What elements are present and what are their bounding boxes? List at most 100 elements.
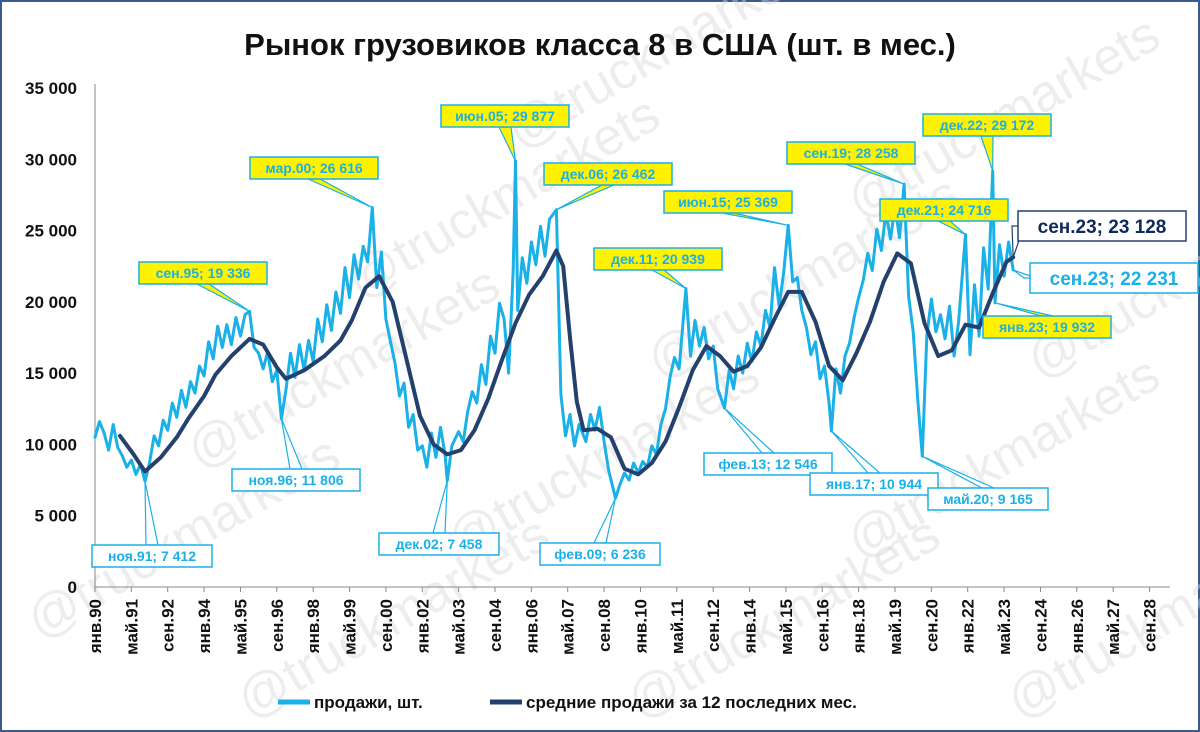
callout-box (231, 468, 361, 492)
x-tick-label: янв.90 (86, 599, 105, 654)
callout-label: июн.05; 29 877 (455, 108, 555, 124)
callout-label: июн.15; 25 369 (678, 194, 778, 210)
callout-white: фев.09; 6 236 (539, 497, 661, 566)
x-tick-label: май.19 (886, 599, 905, 655)
x-tick-label: май.15 (777, 599, 796, 655)
x-tick-label: янв.10 (631, 599, 650, 654)
y-tick-label: 0 (68, 578, 77, 597)
y-axis: 0 5 000 10 000 15 000 20 000 25 000 30 000 35 0… (25, 79, 96, 597)
x-tick-label: янв.22 (959, 599, 978, 654)
legend: продажи, шт. средние продажи за 12 после… (278, 693, 857, 712)
callout-label: дек.22; 29 172 (940, 117, 1035, 133)
callout-box (927, 487, 1049, 511)
callout-label: янв.17; 10 944 (826, 476, 922, 492)
x-tick-label: янв.18 (850, 599, 869, 654)
callout-box (138, 261, 268, 285)
y-tick-label: 20 000 (25, 293, 77, 312)
callout-pointer (651, 269, 687, 290)
callout-box (809, 472, 939, 496)
callout-box (249, 156, 379, 180)
x-tick-label: сен.12 (704, 599, 723, 652)
chart-title: Рынок грузовиков класса 8 в США (шт. в м… (244, 27, 956, 62)
callout-box (786, 141, 916, 165)
avg-series-line (118, 248, 1016, 477)
x-axis: янв.90 май.91 сен.92 янв.94 май.95 сен.96 янв.… (86, 586, 1170, 655)
callout-pointer (724, 407, 776, 454)
callout-box (543, 162, 673, 186)
watermark-text: @truckmarkets (837, 345, 1169, 570)
legend-label-sales: продажи, шт. (314, 693, 423, 712)
series-layer (93, 159, 1016, 500)
callout-yellow: июн.15; 25 369 (663, 190, 793, 226)
callout-box (982, 315, 1112, 339)
x-tick-label: сен.04 (486, 598, 505, 651)
callout-pointer (593, 497, 617, 544)
callout-pointer (144, 481, 159, 546)
callout-pointer (307, 178, 373, 209)
callout-box (378, 532, 500, 556)
callout-label: май.20; 9 165 (943, 491, 1033, 507)
x-tick-label: янв.06 (522, 599, 541, 654)
callout-label: дек.11; 20 939 (611, 251, 705, 267)
callout-sales: сен.23; 22 231 (1012, 262, 1199, 294)
callout-box (879, 198, 1009, 222)
callout-yellow: дек.21; 24 716 (879, 198, 1009, 236)
callout-yellow: дек.11; 20 939 (593, 247, 723, 290)
callout-box (703, 452, 833, 476)
y-tick-label: 30 000 (25, 150, 77, 169)
x-tick-label: май.03 (450, 599, 469, 655)
callout-box (91, 544, 213, 568)
watermark-text: @truckmarkets (997, 505, 1200, 730)
callout-label: сен.95; 19 336 (156, 265, 251, 281)
y-tick-label: 15 000 (25, 364, 77, 383)
callout-box (922, 113, 1052, 137)
annotations-layer: сен.95; 19 336 мар.00; 26 616 июн.05; 29 8… (91, 104, 1199, 568)
callout-box (663, 190, 793, 214)
y-tick-label: 25 000 (25, 222, 77, 241)
callout-label: сен.23; 22 231 (1050, 269, 1179, 290)
x-tick-label: май.91 (122, 599, 141, 655)
x-tick-label: сен.96 (268, 599, 287, 652)
x-tick-label: сен.00 (377, 599, 396, 652)
callout-avg: сен.23; 23 128 (1011, 210, 1187, 258)
callout-yellow: сен.19; 28 258 (786, 141, 916, 185)
y-tick-label: 35 000 (25, 79, 77, 98)
callout-label: ноя.91; 7 412 (108, 548, 196, 564)
x-tick-label: янв.26 (1068, 599, 1087, 654)
watermark-text: @truckmarkets (17, 425, 349, 650)
x-tick-label: май.11 (668, 599, 687, 654)
callout-pointer (830, 430, 882, 474)
callout-label: дек.02; 7 458 (396, 536, 483, 552)
callout-yellow: июн.05; 29 877 (440, 104, 570, 162)
callout-white: май.20; 9 165 (922, 455, 1049, 511)
y-tick-label: 10 000 (25, 435, 77, 454)
callout-white: янв.17; 10 944 (809, 430, 939, 496)
callout-box (593, 247, 723, 271)
x-tick-label: сен.92 (159, 599, 178, 652)
x-tick-label: янв.02 (413, 599, 432, 654)
callout-label: сен.23; 23 128 (1038, 217, 1167, 238)
x-tick-label: май.07 (559, 599, 578, 655)
callout-yellow: мар.00; 26 616 (249, 156, 379, 209)
legend-label-avg: средние продажи за 12 последних мес. (526, 693, 857, 712)
x-tick-label: янв.14 (741, 598, 760, 654)
callout-label: ноя.96; 11 806 (248, 472, 343, 488)
callout-box (1029, 262, 1199, 294)
callout-pointer (721, 212, 789, 226)
x-tick-label: янв.98 (304, 599, 323, 654)
callout-white: ноя.91; 7 412 (91, 481, 213, 568)
callout-white: фев.13; 12 546 (703, 407, 833, 476)
x-tick-label: сен.24 (1031, 598, 1050, 651)
callout-box (440, 104, 570, 128)
callout-white: дек.02; 7 458 (378, 480, 500, 556)
callout-yellow: сен.95; 19 336 (138, 261, 268, 312)
callout-yellow: дек.06; 26 462 (543, 162, 673, 211)
callout-box (1017, 210, 1187, 242)
callout-pointer (432, 480, 448, 534)
sales-series-line (93, 159, 1015, 500)
callout-label: янв.23; 19 932 (999, 319, 1095, 335)
x-tick-label: май.95 (231, 599, 250, 655)
x-tick-label: май.27 (1104, 599, 1123, 655)
x-tick-label: сен.28 (1141, 599, 1160, 652)
